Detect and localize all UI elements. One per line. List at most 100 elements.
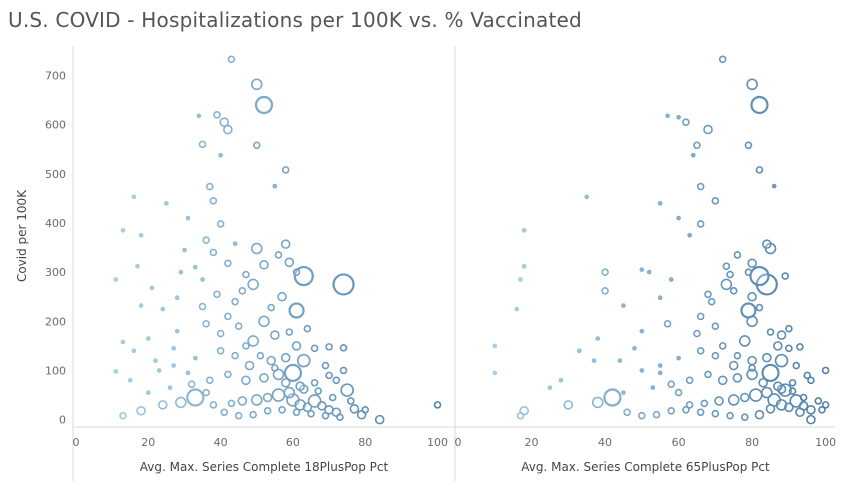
- scatter-point[interactable]: [740, 413, 749, 421]
- scatter-point[interactable]: [232, 241, 238, 246]
- scatter-point[interactable]: [638, 411, 646, 420]
- scatter-point[interactable]: [205, 376, 214, 385]
- scatter-point[interactable]: [717, 375, 728, 386]
- scatter-point[interactable]: [234, 322, 243, 331]
- scatter-point[interactable]: [135, 263, 140, 269]
- scatter-point[interactable]: [657, 201, 663, 206]
- scatter-point[interactable]: [200, 277, 205, 282]
- scatter-point[interactable]: [254, 95, 274, 115]
- scatter-point[interactable]: [193, 264, 198, 270]
- scatter-point[interactable]: [280, 239, 291, 249]
- scatter-point[interactable]: [744, 141, 753, 150]
- scatter-point[interactable]: [821, 401, 830, 409]
- scatter-point[interactable]: [160, 306, 166, 312]
- scatter-point[interactable]: [765, 404, 776, 414]
- scatter-point[interactable]: [803, 371, 812, 380]
- scatter-point[interactable]: [722, 262, 731, 271]
- scatter-point[interactable]: [754, 409, 765, 420]
- scatter-point[interactable]: [296, 353, 311, 368]
- scatter-point[interactable]: [259, 259, 269, 270]
- scatter-point[interactable]: [291, 341, 302, 351]
- scatter-point[interactable]: [795, 407, 805, 418]
- scatter-point[interactable]: [726, 411, 734, 420]
- scatter-point[interactable]: [284, 257, 295, 268]
- scatter-point[interactable]: [157, 400, 168, 410]
- scatter-point[interactable]: [267, 303, 276, 312]
- scatter-point[interactable]: [336, 413, 344, 421]
- scatter-point[interactable]: [657, 295, 663, 301]
- scatter-point[interactable]: [711, 322, 720, 331]
- scatter-point[interactable]: [747, 258, 757, 269]
- scatter-point[interactable]: [302, 402, 313, 413]
- scatter-point[interactable]: [639, 267, 645, 272]
- scatter-point[interactable]: [325, 371, 333, 380]
- scatter-point[interactable]: [682, 118, 690, 126]
- scatter-point[interactable]: [547, 385, 553, 390]
- scatter-point[interactable]: [711, 409, 720, 418]
- scatter-point[interactable]: [632, 346, 637, 351]
- scatter-point[interactable]: [690, 152, 696, 158]
- scatter-point[interactable]: [175, 396, 187, 409]
- scatter-point[interactable]: [271, 364, 279, 372]
- scatter-point[interactable]: [639, 328, 645, 334]
- scatter-point[interactable]: [696, 220, 705, 228]
- scatter-point[interactable]: [761, 363, 780, 383]
- scatter-point[interactable]: [761, 386, 773, 399]
- scatter-point[interactable]: [738, 335, 751, 347]
- scatter-point[interactable]: [272, 183, 278, 189]
- scatter-point[interactable]: [746, 315, 758, 328]
- scatter-point[interactable]: [339, 366, 348, 375]
- scatter-point[interactable]: [242, 270, 250, 279]
- scatter-point[interactable]: [521, 263, 527, 269]
- scatter-point[interactable]: [792, 361, 801, 370]
- scatter-point[interactable]: [185, 370, 191, 376]
- scatter-point[interactable]: [272, 368, 285, 381]
- scatter-point[interactable]: [646, 269, 652, 275]
- scatter-point[interactable]: [682, 405, 690, 414]
- scatter-point[interactable]: [668, 277, 674, 282]
- scatter-point[interactable]: [771, 183, 777, 189]
- scatter-point[interactable]: [603, 388, 622, 407]
- scatter-point[interactable]: [280, 377, 291, 388]
- scatter-point[interactable]: [696, 182, 705, 191]
- scatter-point[interactable]: [796, 343, 804, 351]
- scatter-point[interactable]: [492, 343, 498, 349]
- scatter-point[interactable]: [220, 408, 229, 417]
- scatter-point[interactable]: [259, 373, 269, 383]
- scatter-point[interactable]: [256, 351, 265, 360]
- scatter-point[interactable]: [806, 404, 816, 415]
- scatter-point[interactable]: [746, 368, 758, 381]
- scatter-point[interactable]: [749, 265, 770, 287]
- scatter-point[interactable]: [558, 377, 564, 383]
- scatter-point[interactable]: [292, 268, 301, 276]
- scatter-point[interactable]: [216, 329, 225, 338]
- scatter-point[interactable]: [238, 287, 247, 295]
- scatter-point[interactable]: [209, 401, 218, 409]
- scatter-point[interactable]: [270, 330, 280, 340]
- scatter-point[interactable]: [249, 410, 257, 419]
- scatter-point[interactable]: [711, 351, 720, 360]
- scatter-point[interactable]: [149, 285, 155, 291]
- scatter-point[interactable]: [744, 268, 753, 276]
- scatter-point[interactable]: [258, 315, 270, 328]
- scatter-point[interactable]: [113, 369, 119, 374]
- scatter-point[interactable]: [171, 363, 176, 368]
- scatter-point[interactable]: [127, 377, 133, 383]
- scatter-point[interactable]: [693, 141, 701, 150]
- scatter-point[interactable]: [340, 383, 354, 397]
- scatter-point[interactable]: [733, 251, 742, 259]
- scatter-point[interactable]: [788, 378, 797, 387]
- scatter-point[interactable]: [595, 336, 601, 341]
- scatter-point[interactable]: [187, 380, 196, 389]
- scatter-point[interactable]: [325, 343, 333, 351]
- scatter-point[interactable]: [209, 197, 218, 205]
- scatter-point[interactable]: [617, 358, 623, 363]
- scatter-point[interactable]: [288, 302, 305, 319]
- scatter-point[interactable]: [433, 401, 442, 409]
- scatter-point[interactable]: [120, 339, 126, 345]
- scatter-point[interactable]: [704, 370, 712, 379]
- scatter-point[interactable]: [747, 291, 757, 302]
- scatter-point[interactable]: [266, 355, 277, 366]
- scatter-point[interactable]: [274, 251, 283, 259]
- scatter-point[interactable]: [766, 328, 775, 336]
